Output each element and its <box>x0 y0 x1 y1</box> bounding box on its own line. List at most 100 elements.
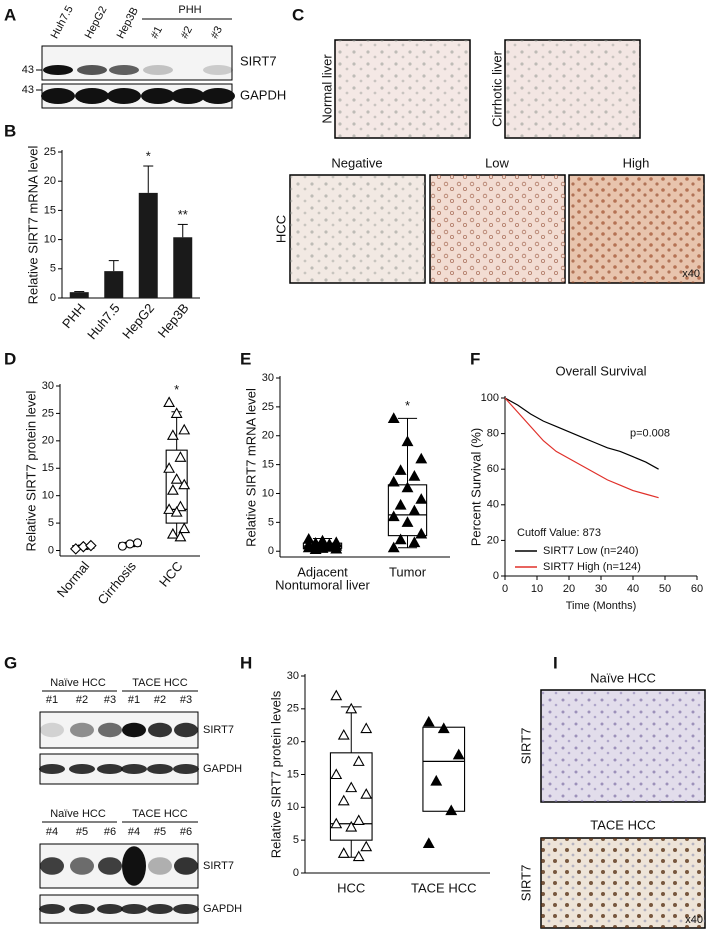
lane-label: #2 <box>154 694 166 706</box>
blot-band <box>147 904 173 914</box>
group-label: TACE HCC <box>132 808 187 820</box>
y-tick-label: 100 <box>481 392 499 404</box>
data-point <box>125 539 135 549</box>
data-point <box>422 715 435 727</box>
data-point <box>117 541 127 551</box>
data-point <box>401 435 414 447</box>
panel-label: G <box>4 653 17 672</box>
significance: * <box>146 148 151 163</box>
blot-band <box>122 846 146 886</box>
blot-band <box>107 88 141 104</box>
lane-label: #6 <box>104 826 116 838</box>
micrograph-texture <box>541 690 705 802</box>
y-tick-label: 15 <box>44 204 56 216</box>
y-axis-title: Relative SIRT7 mRNA level <box>25 146 40 305</box>
y-tick-label: 5 <box>268 516 274 528</box>
box <box>422 726 466 812</box>
data-point <box>394 498 407 510</box>
survival-line <box>504 397 659 499</box>
lane-label: #3 <box>104 694 116 706</box>
data-point <box>166 484 179 495</box>
data-point <box>352 850 365 862</box>
blot-band <box>40 722 64 738</box>
blot-band <box>121 764 147 774</box>
data-point <box>408 536 421 548</box>
lane-label: HepG2 <box>83 4 110 40</box>
y-tick-label: 20 <box>42 435 54 447</box>
significance: * <box>405 398 410 413</box>
tissue-label: HCC <box>273 215 288 243</box>
y-tick-label: 20 <box>44 175 56 187</box>
lane-label: #3 <box>209 24 225 40</box>
blot-band <box>98 857 122 875</box>
grade-label: Negative <box>331 155 382 170</box>
data-point <box>337 794 350 806</box>
data-point <box>445 804 458 816</box>
blot <box>41 45 233 81</box>
box <box>329 752 373 841</box>
bar <box>104 271 124 298</box>
x-tick-label: PHH <box>59 300 88 331</box>
blot-band <box>148 857 172 875</box>
y-tick-label: 25 <box>262 401 274 413</box>
blot-band <box>122 722 146 738</box>
stain-label: SIRT7 <box>518 865 533 902</box>
y-tick-label: 25 <box>44 146 56 158</box>
y-tick-label: 10 <box>44 234 56 246</box>
data-point <box>394 533 407 545</box>
magnification: x40 <box>685 914 703 926</box>
data-point <box>408 470 421 481</box>
data-point <box>387 412 400 423</box>
lane-label: #4 <box>46 826 58 838</box>
micrograph-texture <box>541 838 705 928</box>
data-point <box>330 768 343 780</box>
tissue-label: Normal liver <box>319 54 334 124</box>
x-tick-label: Cirrhosis <box>94 558 139 607</box>
blot-band <box>39 764 65 774</box>
x-tick-label: 30 <box>595 583 607 595</box>
x-tick-label: 10 <box>531 583 543 595</box>
bar <box>69 292 89 298</box>
y-tick-label: 0 <box>293 867 299 879</box>
x-tick-label: HepG2 <box>119 300 157 341</box>
blot-band <box>69 904 95 914</box>
y-tick-label: 15 <box>42 462 54 474</box>
x-tick-label: 0 <box>502 583 508 595</box>
y-tick-label: 15 <box>262 459 274 471</box>
data-point <box>360 788 373 799</box>
blot-band <box>143 65 173 75</box>
data-point <box>166 429 179 440</box>
data-point <box>170 407 183 418</box>
data-point <box>330 689 343 701</box>
chart-title: Overall Survival <box>555 363 646 378</box>
blot-band <box>148 722 172 738</box>
data-point <box>330 817 343 829</box>
lane-label: #2 <box>76 694 88 706</box>
y-tick-label: 10 <box>42 490 54 502</box>
image-title: Naïve HCC <box>590 670 656 685</box>
y-tick-label: 30 <box>262 372 274 384</box>
lane-label: #1 <box>149 24 165 40</box>
x-tick-label: HCC <box>337 880 365 895</box>
protein-label: GAPDH <box>203 763 242 775</box>
survival-line <box>504 397 659 470</box>
x-tick-label: Normal <box>54 558 92 600</box>
y-tick-label: 0 <box>50 292 56 304</box>
data-point <box>408 504 421 516</box>
blot-band <box>40 857 64 875</box>
blot-band <box>203 65 233 75</box>
data-point <box>163 396 176 408</box>
x-tick-label: Nontumoral liver <box>275 577 370 592</box>
x-tick-label: Hep3B <box>155 300 192 340</box>
blot-band <box>75 88 109 104</box>
group-label: TACE HCC <box>132 677 187 689</box>
panel-label: D <box>4 349 16 368</box>
data-point <box>337 847 350 858</box>
data-point <box>415 452 428 464</box>
data-point <box>337 728 350 740</box>
y-axis-title: Relative SIRT7 protein levels <box>268 690 283 858</box>
data-point <box>309 543 322 555</box>
blot-band <box>43 65 73 75</box>
legend-label: SIRT7 High (n=124) <box>543 561 641 573</box>
